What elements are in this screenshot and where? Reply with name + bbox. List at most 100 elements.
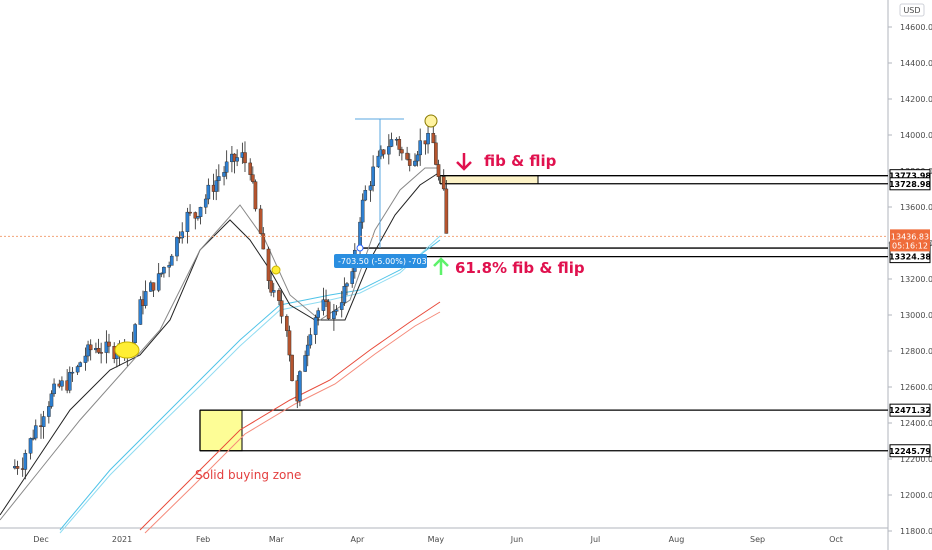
currency-badge: USD bbox=[899, 3, 925, 17]
x-tick-label: Jun bbox=[510, 535, 524, 544]
candle-body bbox=[60, 380, 64, 387]
candle-body bbox=[407, 159, 412, 166]
candle-body bbox=[387, 146, 391, 155]
annotation-618-fib-flip: 61.8% fib & flip bbox=[455, 259, 585, 277]
candle-body bbox=[156, 273, 161, 291]
buying-zone bbox=[199, 409, 243, 452]
y-tick-label: 12600.00 bbox=[900, 383, 932, 392]
x-tick-label: 2021 bbox=[112, 535, 132, 544]
y-tick-label: 11800.00 bbox=[900, 527, 932, 536]
y-tick-label: 14400.00 bbox=[900, 59, 932, 68]
candle-body bbox=[434, 142, 438, 165]
candle-body bbox=[169, 255, 174, 266]
candle-body bbox=[67, 372, 72, 391]
candle-body bbox=[41, 416, 46, 427]
up-arrow-icon bbox=[433, 257, 449, 275]
candle-body bbox=[271, 290, 276, 293]
candle-body bbox=[405, 152, 409, 160]
x-tick-label: Apr bbox=[351, 535, 366, 544]
buying-zone-fill bbox=[199, 409, 243, 452]
candle-body bbox=[175, 237, 179, 257]
candle-body bbox=[269, 280, 273, 293]
level-lines bbox=[199, 175, 888, 452]
candle-body bbox=[431, 133, 436, 144]
candle-body bbox=[418, 140, 422, 156]
candle-body bbox=[243, 152, 247, 164]
candle-body bbox=[99, 352, 103, 354]
candle-body bbox=[381, 149, 386, 155]
highlight-ellipse-top bbox=[424, 114, 438, 128]
candle-body bbox=[198, 206, 203, 217]
down-arrow-icon bbox=[456, 153, 472, 171]
candle-body bbox=[316, 310, 321, 318]
candle-body bbox=[339, 302, 344, 310]
candle-body bbox=[159, 272, 164, 275]
moving-average-line bbox=[59, 235, 441, 534]
candle-body bbox=[104, 341, 109, 353]
candle-body bbox=[261, 233, 266, 250]
level-price-labels: 13773.9813728.9813371.8713324.3812471.32… bbox=[889, 169, 931, 458]
candle-body bbox=[83, 355, 88, 363]
moving-average-line bbox=[0, 171, 441, 516]
level-price-text: 13773.98 bbox=[889, 172, 931, 181]
y-tick-label: 13200.00 bbox=[900, 275, 932, 284]
moving-average-line bbox=[144, 311, 441, 534]
candle-body bbox=[266, 248, 271, 281]
candle-body bbox=[196, 216, 200, 219]
candle-body bbox=[298, 371, 302, 402]
candle-body bbox=[49, 393, 54, 407]
level-price-tag bbox=[889, 444, 931, 458]
candle-body bbox=[287, 330, 292, 356]
y-tick-label: 14000.00 bbox=[900, 131, 932, 140]
candle-body bbox=[376, 155, 381, 168]
candle-body bbox=[52, 383, 56, 395]
level-price-tag bbox=[889, 403, 931, 417]
annotation-fib-flip: fib & flip bbox=[484, 152, 557, 170]
candle-body bbox=[15, 466, 20, 469]
candle-body bbox=[224, 161, 229, 173]
candle-body bbox=[308, 334, 313, 346]
countdown-text: 05:16:12 bbox=[892, 241, 928, 250]
level-price-text: 12245.79 bbox=[889, 447, 931, 456]
candle-body bbox=[277, 290, 281, 301]
candle-body bbox=[413, 160, 417, 166]
candle-body bbox=[162, 266, 166, 274]
y-tick-label: 12200.00 bbox=[900, 455, 932, 464]
candle-body bbox=[415, 154, 420, 162]
candle-body bbox=[371, 166, 375, 187]
candle-body bbox=[350, 271, 355, 284]
candle-body bbox=[363, 190, 368, 201]
candle-body bbox=[290, 354, 294, 381]
candle-body bbox=[400, 149, 404, 154]
x-tick-label: Oct bbox=[829, 535, 843, 544]
measure-label-box bbox=[334, 254, 427, 268]
y-tick-label: 13000.00 bbox=[900, 311, 932, 320]
candle-body bbox=[86, 344, 90, 357]
current-price-text: 13436.83 bbox=[891, 232, 929, 241]
x-tick-label: Jul bbox=[590, 535, 601, 544]
candle-body bbox=[368, 185, 373, 191]
candle-body bbox=[214, 180, 219, 192]
fib-zone-fill bbox=[440, 175, 538, 184]
candle-body bbox=[324, 299, 328, 302]
moving-average-line bbox=[139, 301, 441, 531]
x-tick-label: Dec bbox=[33, 535, 48, 544]
candle-body bbox=[23, 453, 28, 470]
candle-body bbox=[334, 309, 339, 312]
candles bbox=[13, 121, 449, 480]
candle-body bbox=[222, 172, 226, 177]
candle-body bbox=[151, 282, 156, 291]
candle-body bbox=[251, 174, 255, 182]
candle-body bbox=[235, 157, 239, 162]
x-tick-label: May bbox=[428, 535, 445, 544]
candle-body bbox=[303, 355, 307, 372]
annotation-buying-zone: Solid buying zone bbox=[195, 468, 301, 482]
level-price-text: 13728.98 bbox=[889, 180, 931, 189]
x-tick-label: Mar bbox=[269, 535, 285, 544]
moving-average-line bbox=[59, 239, 441, 531]
candle-body bbox=[436, 164, 441, 177]
candle-body bbox=[313, 317, 318, 335]
x-tick-label: Sep bbox=[750, 535, 765, 544]
candle-body bbox=[133, 324, 137, 343]
